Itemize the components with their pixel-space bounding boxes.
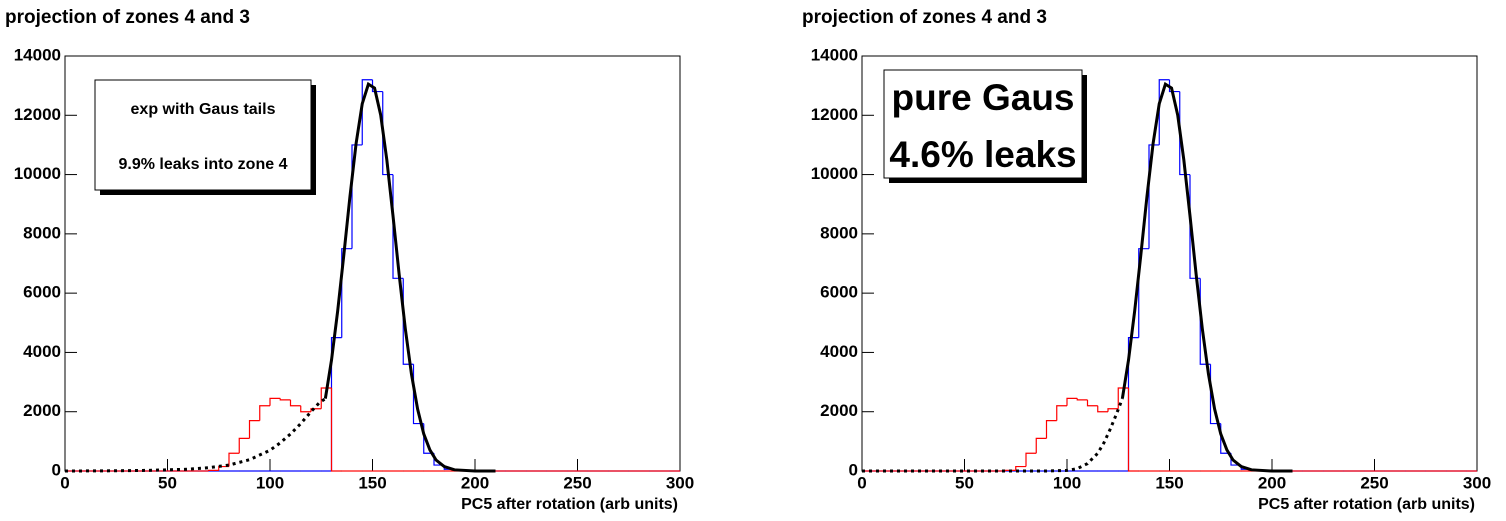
annotation: 9.9% leaks into zone 4	[119, 156, 288, 173]
x-tick-label: 150	[358, 473, 386, 492]
histogram-bin	[1076, 398, 1088, 401]
y-tick-label: 14000	[811, 45, 858, 64]
fit-curve	[323, 81, 496, 473]
chart-title: projection of zones 4 and 3	[802, 7, 1047, 28]
annotation: exp with Gaus tails	[131, 101, 276, 118]
y-tick-label: 14000	[14, 45, 61, 64]
histogram-bin	[1138, 248, 1149, 338]
y-tick-label: 12000	[811, 105, 858, 124]
histogram-bin	[310, 408, 322, 412]
x-tick-label: 50	[158, 473, 177, 492]
y-tick-label: 12000	[14, 105, 61, 124]
histogram-bin	[228, 452, 240, 467]
y-tick-label: 0	[52, 460, 61, 479]
histogram-bin	[248, 420, 260, 439]
fit-curve	[1120, 81, 1293, 473]
x-tick-label: 50	[955, 473, 974, 492]
x-tick-label: 100	[1053, 473, 1081, 492]
y-tick-label: 4000	[23, 342, 61, 361]
x-axis-label: PC5 after rotation (arb units)	[461, 496, 678, 513]
histogram-bin	[1066, 397, 1078, 406]
histogram-bin	[341, 248, 352, 338]
chart-panel: projection of zones 4 and 30200040006000…	[802, 7, 1491, 513]
x-tick-label: 200	[1258, 473, 1286, 492]
x-tick-label: 100	[256, 473, 284, 492]
histogram-bin	[300, 405, 311, 413]
x-tick-label: 200	[461, 473, 489, 492]
histogram-bin	[1158, 79, 1170, 145]
x-tick-label: 150	[1155, 473, 1183, 492]
y-tick-label: 10000	[14, 164, 61, 183]
histogram-bin	[351, 144, 363, 249]
histogram-bin	[1045, 420, 1057, 439]
x-axis-label: PC5 after rotation (arb units)	[1258, 496, 1475, 513]
y-tick-label: 2000	[23, 401, 61, 420]
histogram-bin	[259, 405, 270, 421]
chart-title: projection of zones 4 and 3	[5, 7, 250, 28]
histogram-bin	[1086, 399, 1098, 407]
legend-box	[883, 69, 1083, 179]
y-tick-label: 8000	[23, 223, 61, 242]
annotation: 4.6% leaks	[889, 134, 1076, 175]
histogram-bin	[1097, 405, 1108, 413]
x-tick-label: 300	[666, 473, 694, 492]
x-tick-label: 0	[60, 473, 69, 492]
histogram-bin	[1025, 452, 1037, 467]
y-tick-label: 10000	[811, 164, 858, 183]
histogram-bin	[330, 388, 342, 472]
histogram-bin	[207, 469, 219, 472]
histogram-bin	[289, 399, 301, 407]
histogram-bin	[269, 397, 281, 406]
histogram-bin	[1107, 408, 1119, 412]
legend-box	[94, 79, 312, 191]
y-tick-label: 4000	[820, 342, 858, 361]
y-tick-label: 0	[849, 460, 858, 479]
histogram-bin	[1056, 405, 1067, 421]
y-tick-label: 6000	[23, 283, 61, 302]
histogram-bin	[238, 437, 250, 454]
fit-curve	[64, 397, 327, 473]
histogram-bin	[279, 398, 291, 401]
x-tick-label: 0	[857, 473, 866, 492]
y-tick-label: 2000	[820, 401, 858, 420]
histogram-bin	[1127, 388, 1139, 472]
histogram-bin	[1015, 465, 1026, 471]
x-tick-label: 250	[563, 473, 591, 492]
histogram-bin	[218, 465, 229, 471]
histogram-bin	[1004, 469, 1016, 472]
x-tick-label: 250	[1360, 473, 1388, 492]
y-tick-label: 6000	[820, 283, 858, 302]
annotation: pure Gaus	[892, 77, 1075, 118]
histogram-bin	[1035, 437, 1047, 454]
histogram-bin	[361, 79, 373, 145]
histogram-bin	[1168, 79, 1180, 93]
histogram-bin	[371, 79, 383, 93]
y-tick-label: 8000	[820, 223, 858, 242]
chart-panel: projection of zones 4 and 30200040006000…	[5, 7, 694, 513]
histogram-bin	[1148, 144, 1160, 249]
x-tick-label: 300	[1463, 473, 1491, 492]
